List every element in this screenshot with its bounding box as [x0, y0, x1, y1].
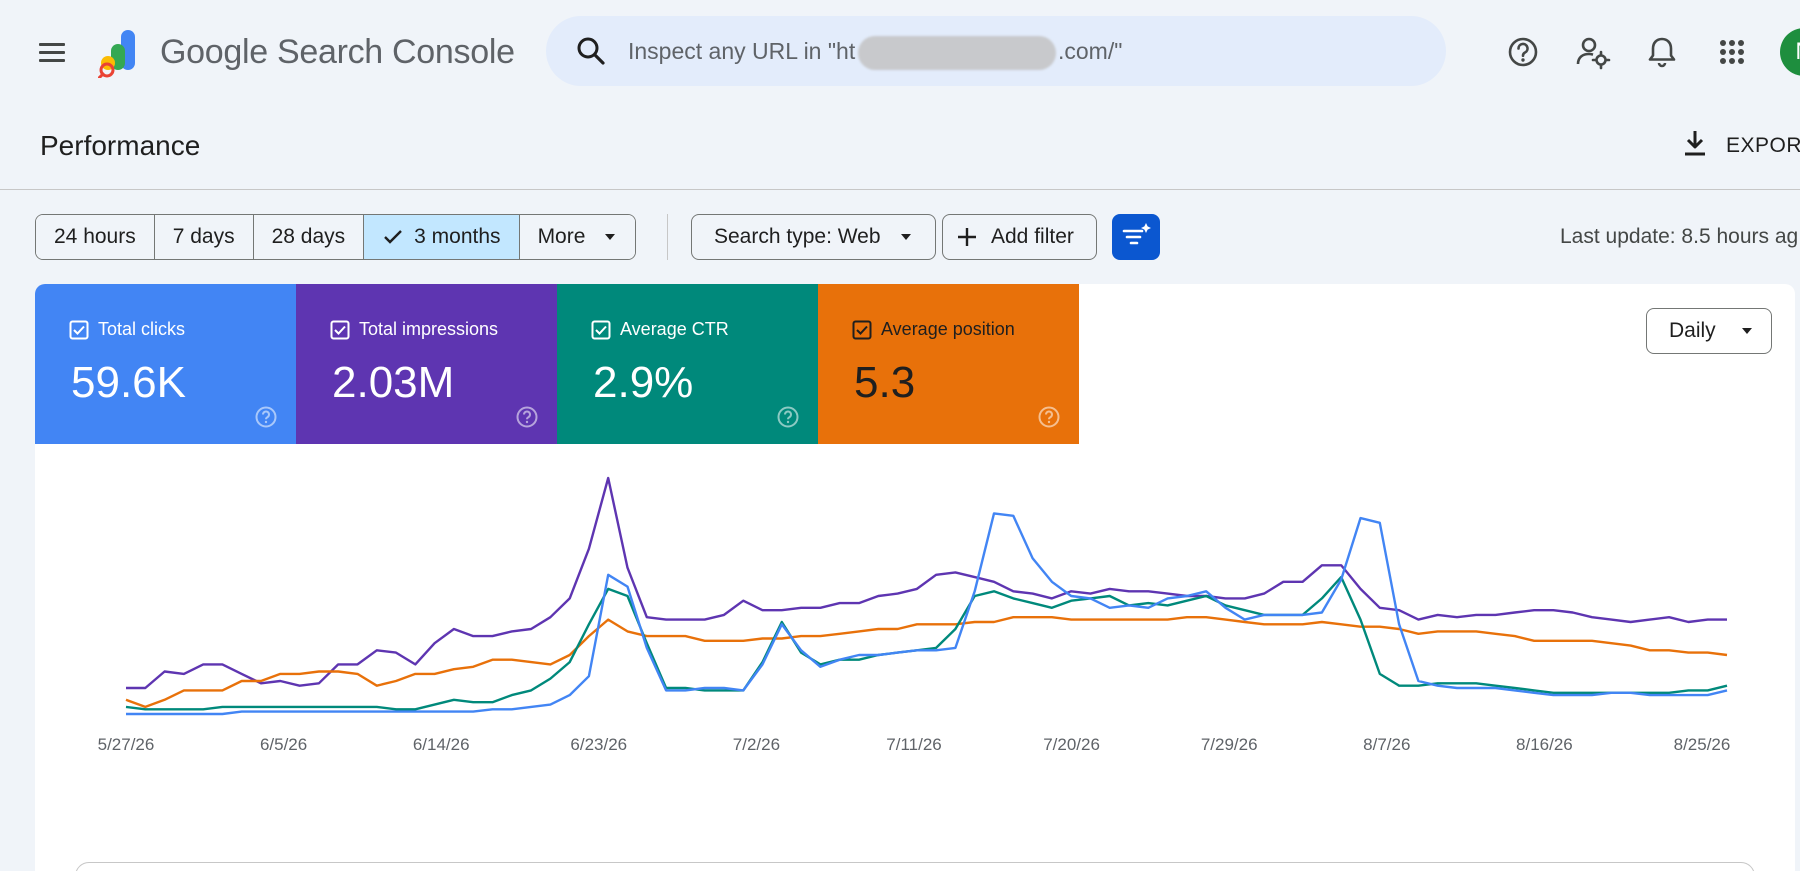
granularity-label: Daily — [1669, 319, 1716, 342]
download-icon — [1685, 131, 1705, 156]
add-filter-button[interactable]: Add filter — [942, 214, 1097, 260]
metric-average-ctr[interactable]: Average CTR 2.9% — [557, 284, 818, 444]
redacted-domain — [858, 36, 1056, 70]
last-update-text: Last update: 8.5 hours ag — [1560, 225, 1799, 248]
date-range-more[interactable]: More — [519, 215, 636, 259]
x-tick-label: 8/7/26 — [1363, 735, 1410, 754]
metric-label: Total impressions — [359, 319, 499, 339]
date-range-7-days[interactable]: 7 days — [154, 215, 254, 259]
search-type-dropdown[interactable]: Search type: Web — [691, 214, 936, 260]
search-icon — [577, 37, 605, 65]
checkbox-checked-icon[interactable] — [330, 320, 350, 340]
date-range-28-days[interactable]: 28 days — [253, 215, 365, 259]
date-range-label: More — [537, 225, 586, 248]
checkmark-icon — [384, 230, 403, 244]
performance-card: Total clicks 59.6K Total impressions 2.0… — [35, 284, 1795, 871]
date-range-label: 28 days — [271, 225, 346, 248]
top-bar: Google Search Console .com/" — [0, 0, 1800, 104]
x-axis-ticks: 5/27/26 6/5/26 6/14/26 6/23/26 7/2/26 7/11/26… — [98, 735, 1731, 754]
date-range-label: 7 days — [172, 225, 235, 248]
search-console-logo-icon — [98, 30, 135, 78]
series-line-2 — [125, 575, 1728, 711]
ai-filter-button[interactable] — [1112, 214, 1160, 260]
sparkle-filter-icon — [1122, 223, 1151, 245]
queries-panel-edge — [75, 862, 1755, 871]
help-icon[interactable] — [254, 405, 278, 429]
plus-icon — [958, 228, 976, 246]
chart-lines — [125, 476, 1728, 716]
caret-down-icon — [900, 234, 911, 240]
help-icon[interactable] — [515, 405, 539, 429]
x-tick-label: 6/5/26 — [260, 735, 307, 754]
metric-value: 5.3 — [854, 358, 916, 407]
checkbox-checked-icon[interactable] — [69, 320, 89, 340]
hamburger-menu-icon[interactable] — [34, 34, 70, 70]
x-tick-label: 7/2/26 — [733, 735, 780, 754]
metric-label: Average position — [881, 319, 1015, 339]
x-tick-label: 7/20/26 — [1043, 735, 1100, 754]
header-divider — [0, 189, 1800, 190]
help-icon[interactable] — [1037, 405, 1061, 429]
checkbox-checked-icon[interactable] — [852, 320, 872, 340]
metric-label: Average CTR — [620, 319, 729, 339]
search-placeholder-suffix: .com/" — [1058, 38, 1123, 64]
date-range-3-months[interactable]: 3 months — [364, 215, 520, 259]
x-tick-label: 5/27/26 — [98, 735, 155, 754]
metric-label: Total clicks — [98, 319, 186, 339]
metric-total-impressions[interactable]: Total impressions 2.03M — [296, 284, 557, 444]
notifications-bell-icon[interactable] — [1644, 34, 1680, 70]
search-type-label: Search type: Web — [714, 225, 881, 248]
performance-line-chart: 5/27/26 6/5/26 6/14/26 6/23/26 7/2/26 7/11/26… — [98, 476, 1731, 754]
series-line-1 — [125, 615, 1728, 709]
product-name: Google Search Console — [160, 33, 515, 71]
manage-users-icon[interactable] — [1575, 34, 1611, 70]
series-line-3 — [126, 512, 1728, 716]
date-range-selector: 24 hours 7 days 28 days 3 months More — [35, 214, 637, 260]
filter-separator — [667, 214, 668, 260]
metric-average-position[interactable]: Average position 5.3 — [818, 284, 1079, 444]
help-icon[interactable] — [1505, 34, 1541, 70]
x-tick-label: 8/25/26 — [1674, 735, 1731, 754]
export-label: EXPORT — [1726, 134, 1800, 157]
x-tick-label: 6/14/26 — [413, 735, 470, 754]
metric-total-clicks[interactable]: Total clicks 59.6K — [35, 284, 296, 444]
metric-value: 59.6K — [71, 358, 186, 407]
caret-down-icon — [605, 234, 616, 240]
caret-down-icon — [1741, 328, 1752, 334]
page-title: Performance — [40, 130, 201, 161]
metric-value: 2.9% — [593, 358, 694, 407]
date-range-label: 24 hours — [54, 225, 136, 248]
date-range-label: 3 months — [414, 225, 501, 248]
checkbox-checked-icon[interactable] — [591, 320, 611, 340]
x-tick-label: 8/16/26 — [1516, 735, 1573, 754]
date-range-24-hours[interactable]: 24 hours — [36, 215, 155, 259]
granularity-dropdown[interactable]: Daily — [1646, 308, 1772, 354]
x-tick-label: 7/29/26 — [1201, 735, 1258, 754]
help-icon[interactable] — [776, 405, 800, 429]
x-tick-label: 6/23/26 — [570, 735, 627, 754]
account-avatar[interactable]: N — [1780, 28, 1800, 76]
add-filter-label: Add filter — [991, 225, 1074, 248]
url-inspection-search[interactable]: .com/" — [546, 16, 1446, 86]
x-tick-label: 7/11/26 — [886, 735, 941, 754]
metric-value: 2.03M — [332, 358, 455, 407]
series-line-0 — [126, 476, 1727, 690]
apps-grid-icon[interactable] — [1714, 34, 1750, 70]
